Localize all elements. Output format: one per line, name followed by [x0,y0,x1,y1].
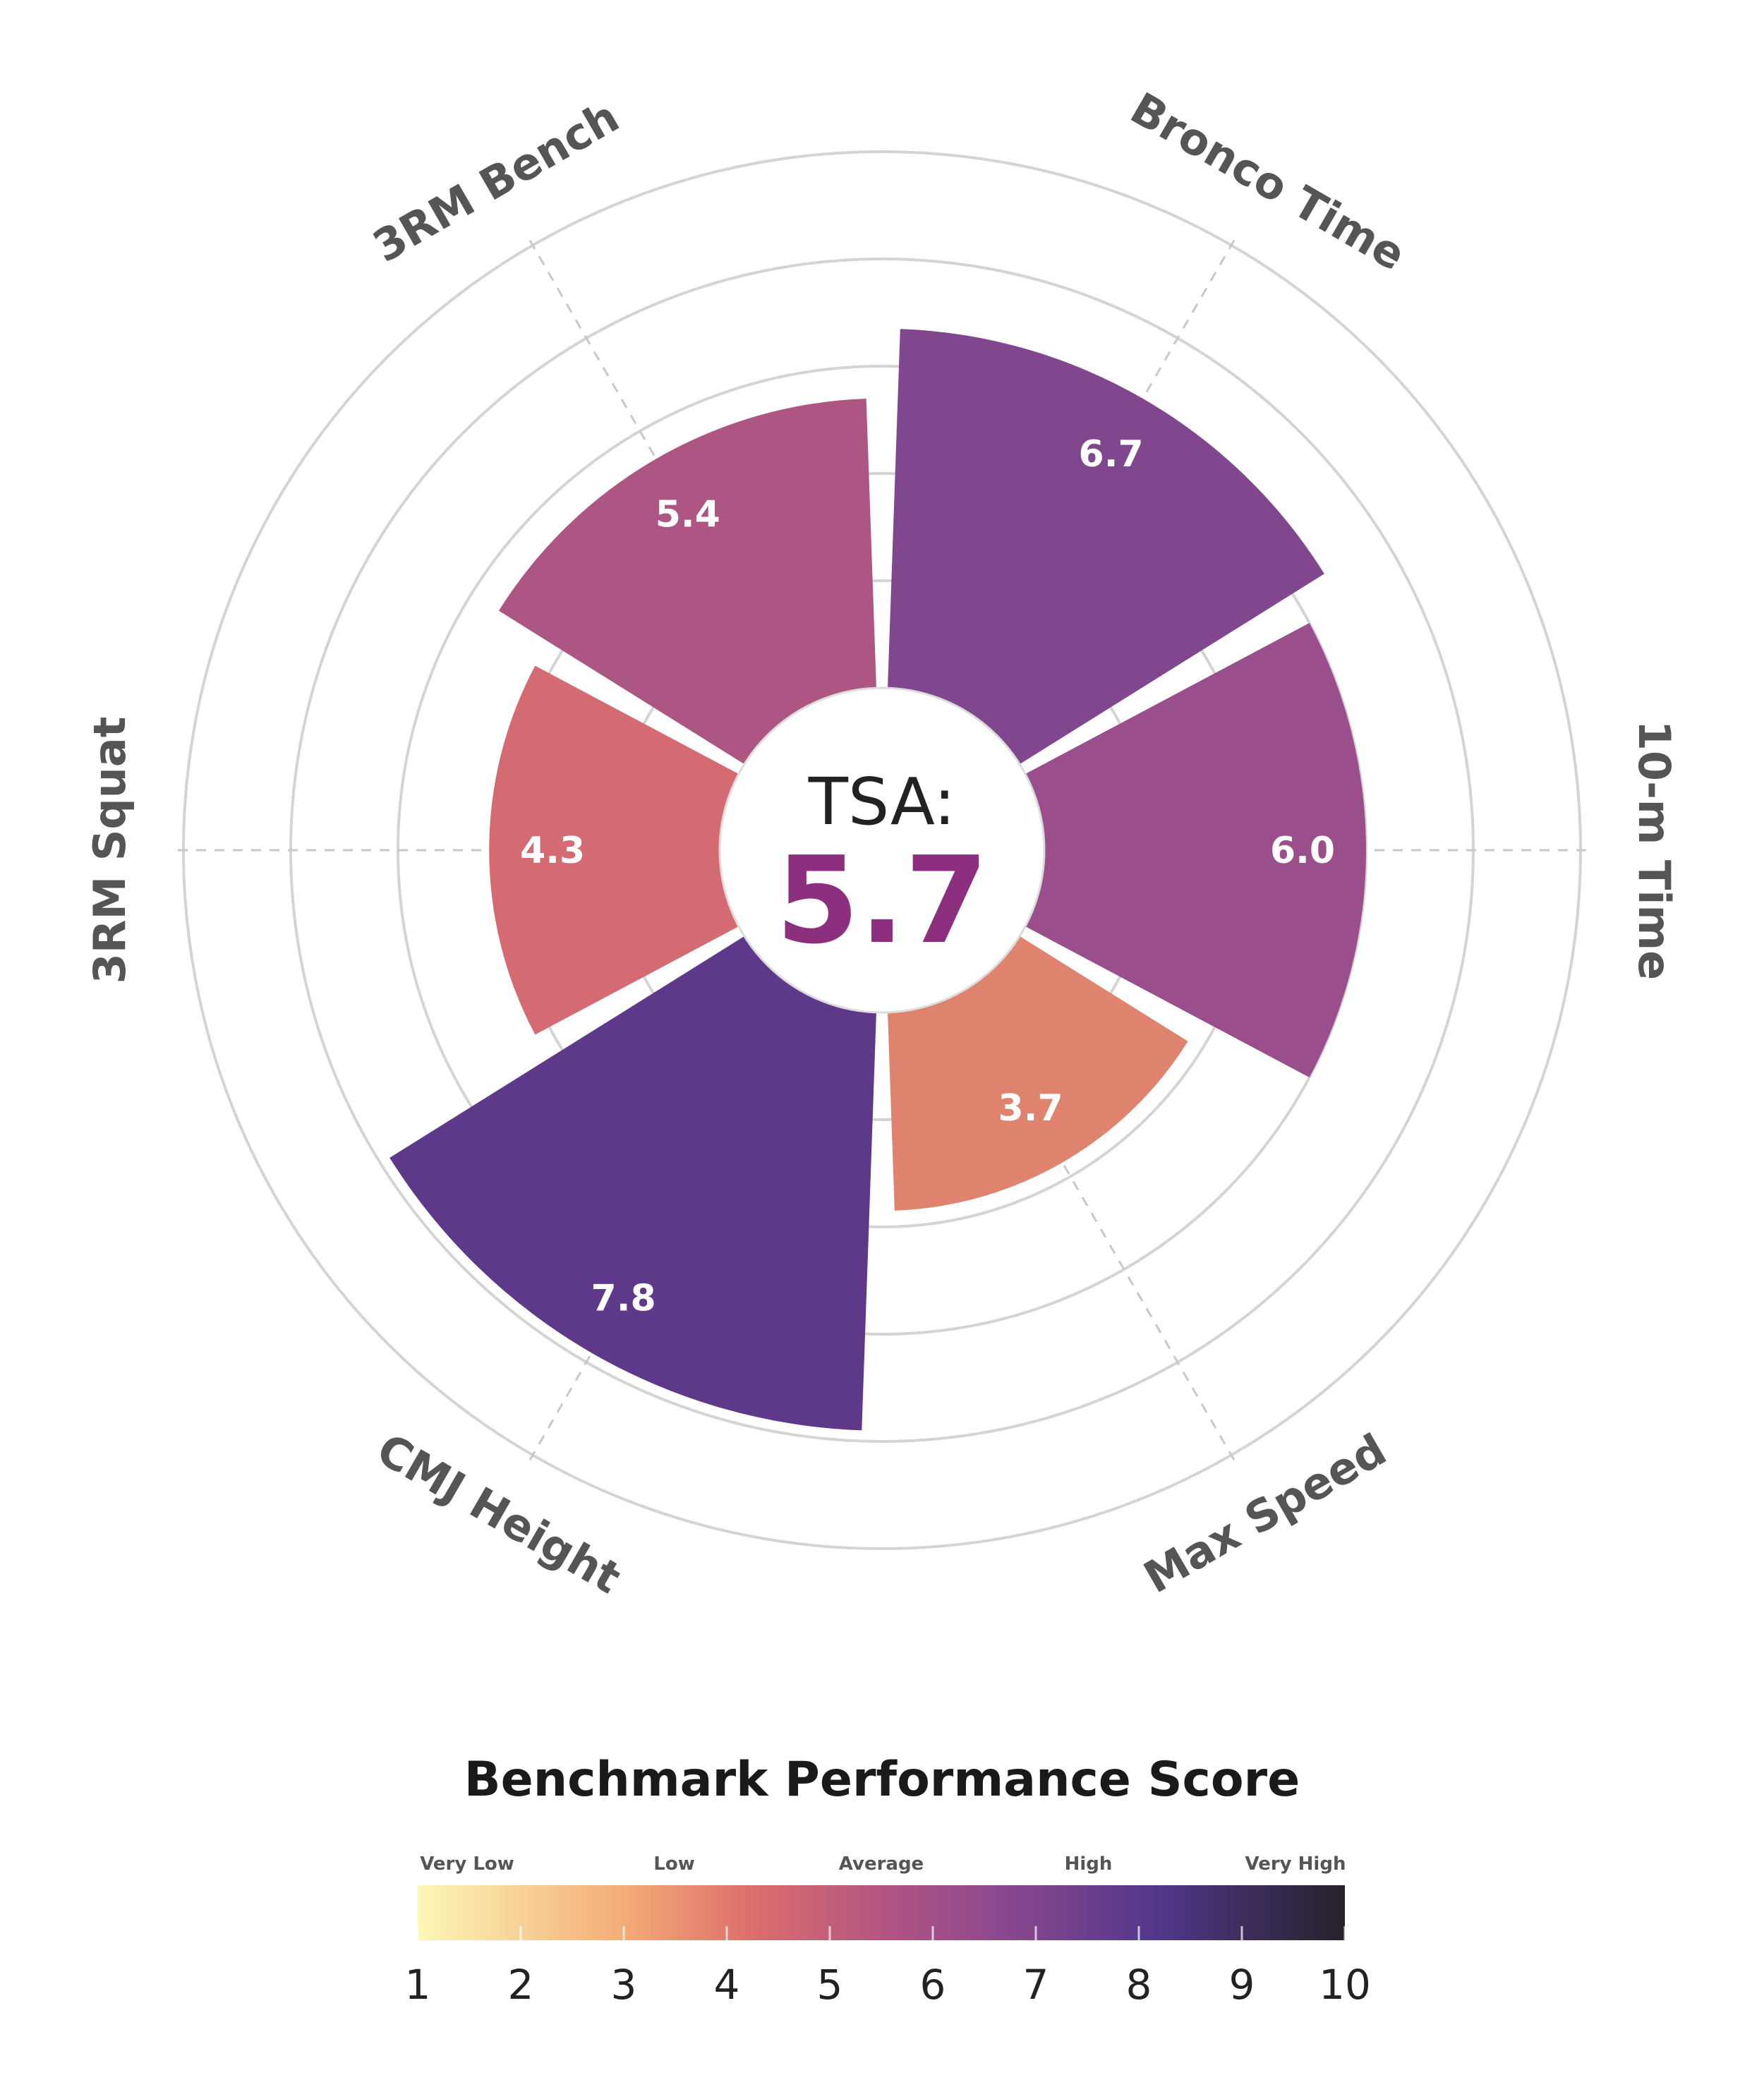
colorbar-category: Very Low [420,1853,514,1875]
bars [389,329,1366,1431]
bar-bronco-time [888,329,1324,765]
colorbar-category: Very High [1245,1853,1346,1875]
bar-3rm-bench [498,398,876,765]
colorbar-tick-label: 6 [920,1961,946,2009]
colorbar-tick-label: 10 [1319,1961,1371,2009]
colorbar-gradient [418,1885,1345,1940]
value-label: 5.4 [656,493,720,536]
colorbar-tick-label: 9 [1229,1961,1255,2009]
colorbar-category: Low [653,1853,694,1875]
colorbar-tick-label: 3 [611,1961,637,2009]
colorbar-category: High [1065,1853,1113,1875]
colorbar-tick-label: 8 [1126,1961,1152,2009]
axis-label: Bronco Time [1122,83,1414,281]
value-label: 3.7 [998,1087,1063,1130]
bar-cmj-height [389,936,876,1431]
colorbar-title: Benchmark Performance Score [464,1752,1300,1808]
colorbar-tick-label: 4 [714,1961,740,2009]
axis-label: 3RM Squat [84,717,135,984]
colorbar-tick-label: 2 [508,1961,534,2009]
value-label: 6.0 [1270,830,1335,872]
value-label: 6.7 [1079,433,1144,476]
colorbar-tick-label: 7 [1023,1961,1049,2009]
center-score: 5.7 [775,831,988,971]
value-labels: 6.7 6.0 3.7 7.8 4.3 5.4 [520,433,1335,1320]
value-label: 4.3 [520,830,585,872]
axis-label: 10-m Time [1629,720,1680,980]
value-label: 7.8 [591,1278,656,1320]
colorbar-ticks: 1 2 3 4 5 6 7 8 9 10 [405,1926,1371,2009]
colorbar-legend: Benchmark Performance Score Very Low Low A… [405,1752,1371,2009]
axis-label: 3RM Bench [364,90,627,272]
center-title: TSA: [808,764,956,840]
center-disc [718,686,1046,1014]
bar-max-speed [888,936,1188,1211]
colorbar-tick-label: 1 [405,1961,431,2009]
bar-3rm-squat [489,665,739,1035]
colorbar-categories: Very Low Low Average High Very High [420,1853,1346,1875]
axis-label: Max Speed [1135,1424,1395,1604]
bar-10-m-time [1025,622,1366,1078]
axis-label: CMJ Height [368,1423,629,1604]
colorbar-tick-label: 5 [817,1961,843,2009]
colorbar-category: Average [839,1853,924,1875]
